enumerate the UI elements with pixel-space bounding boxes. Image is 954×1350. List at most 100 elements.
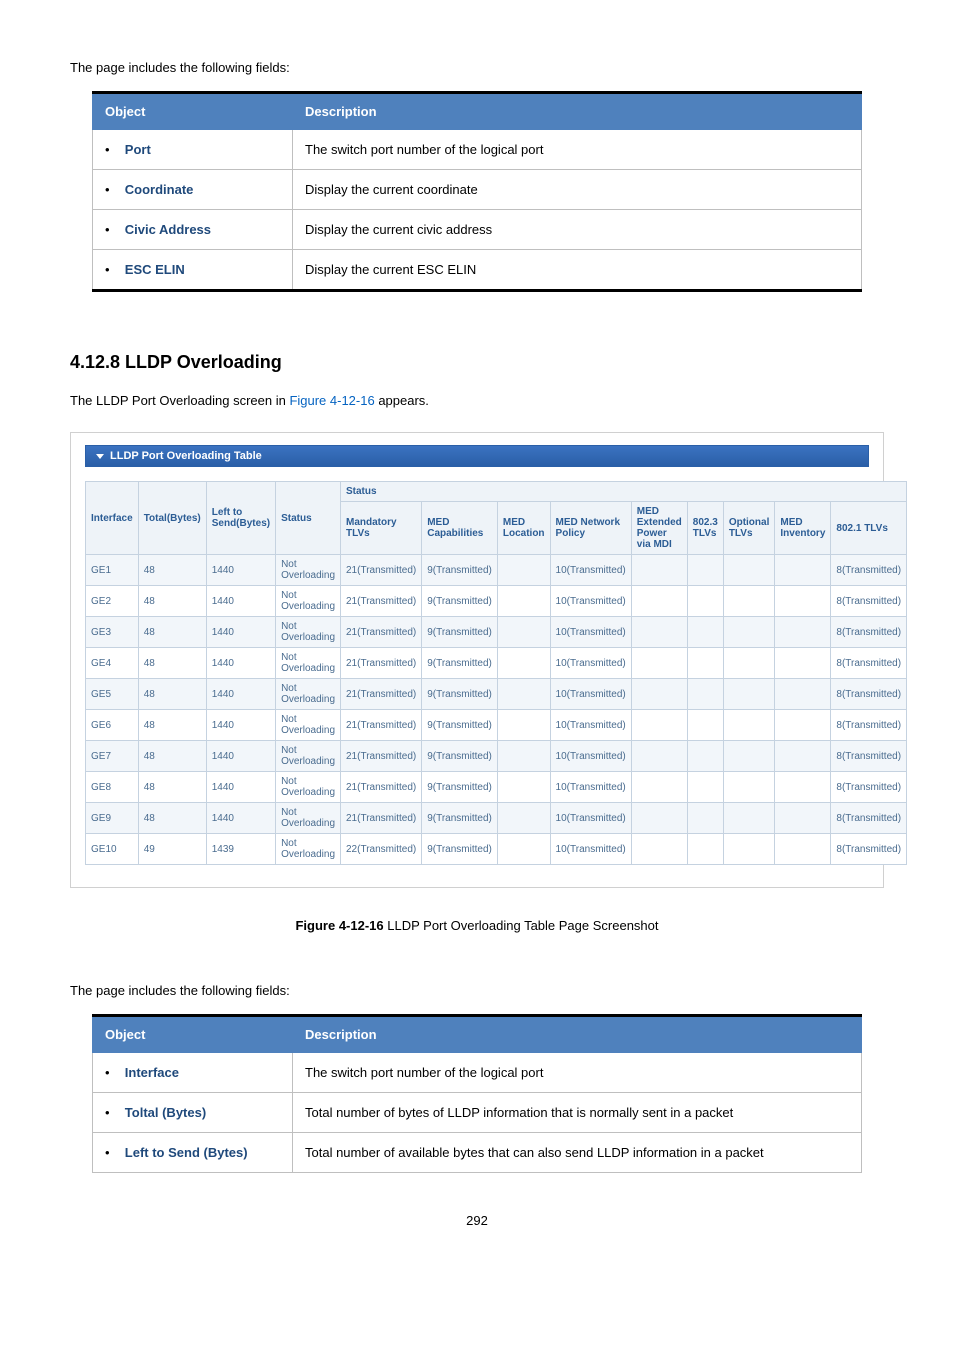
cell-t1: 8(Transmitted) — [831, 586, 907, 617]
cell-opt — [723, 710, 775, 741]
cell-iface: GE4 — [86, 648, 139, 679]
cell-man: 21(Transmitted) — [341, 772, 422, 803]
figure-caption: Figure 4-12-16 LLDP Port Overloading Tab… — [70, 918, 884, 933]
figure-link[interactable]: Figure 4-12-16 — [289, 393, 374, 408]
table-row: • InterfaceThe switch port number of the… — [93, 1053, 862, 1093]
cell-t1: 8(Transmitted) — [831, 617, 907, 648]
table-row: GE7481440Not Overloading21(Transmitted)9… — [86, 741, 907, 772]
table-row: GE6481440Not Overloading21(Transmitted)9… — [86, 710, 907, 741]
cell-t1: 8(Transmitted) — [831, 648, 907, 679]
cell-ext — [631, 586, 687, 617]
th-description-2: Description — [293, 1016, 862, 1053]
cell-t3 — [687, 710, 723, 741]
table-row: • PortThe switch port number of the logi… — [93, 130, 862, 170]
cell-iface: GE9 — [86, 803, 139, 834]
table-row: • ESC ELINDisplay the current ESC ELIN — [93, 250, 862, 291]
cell-inv — [775, 617, 831, 648]
object-cell: • Port — [93, 130, 293, 170]
cell-man: 21(Transmitted) — [341, 586, 422, 617]
cell-opt — [723, 555, 775, 586]
desc-cell: Display the current coordinate — [293, 170, 862, 210]
table-row: GE9481440Not Overloading21(Transmitted)9… — [86, 803, 907, 834]
cell-total: 48 — [138, 803, 206, 834]
cell-t3 — [687, 555, 723, 586]
cell-inv — [775, 586, 831, 617]
cell-loc — [497, 834, 550, 865]
cell-status: Not Overloading — [276, 772, 341, 803]
cell-total: 48 — [138, 772, 206, 803]
cell-net: 10(Transmitted) — [550, 834, 631, 865]
cell-loc — [497, 679, 550, 710]
cell-inv — [775, 834, 831, 865]
cell-ext — [631, 679, 687, 710]
cell-loc — [497, 741, 550, 772]
desc-cell: Display the current ESC ELIN — [293, 250, 862, 291]
cell-left: 1440 — [206, 710, 275, 741]
th-object: Object — [93, 93, 293, 130]
cell-total: 48 — [138, 710, 206, 741]
cell-total: 49 — [138, 834, 206, 865]
th-mandatory: Mandatory TLVs — [341, 502, 422, 555]
cell-man: 21(Transmitted) — [341, 617, 422, 648]
cell-status: Not Overloading — [276, 617, 341, 648]
desc-cell: The switch port number of the logical po… — [293, 130, 862, 170]
cell-status: Not Overloading — [276, 648, 341, 679]
object-cell: • Coordinate — [93, 170, 293, 210]
table-row: GE3481440Not Overloading21(Transmitted)9… — [86, 617, 907, 648]
cell-net: 10(Transmitted) — [550, 710, 631, 741]
th-medext: MED Extended Power via MDI — [631, 502, 687, 555]
cell-ext — [631, 710, 687, 741]
cell-total: 48 — [138, 617, 206, 648]
cell-inv — [775, 648, 831, 679]
th-interface: Interface — [86, 482, 139, 555]
cell-left: 1440 — [206, 648, 275, 679]
cell-cap: 9(Transmitted) — [422, 679, 498, 710]
cell-left: 1440 — [206, 555, 275, 586]
cell-ext — [631, 834, 687, 865]
th-status: Status — [276, 482, 341, 555]
cell-t1: 8(Transmitted) — [831, 741, 907, 772]
table-row: GE8481440Not Overloading21(Transmitted)9… — [86, 772, 907, 803]
panel-header[interactable]: LLDP Port Overloading Table — [85, 445, 869, 467]
cell-t3 — [687, 834, 723, 865]
object-cell: • Interface — [93, 1053, 293, 1093]
cell-net: 10(Transmitted) — [550, 741, 631, 772]
cell-net: 10(Transmitted) — [550, 803, 631, 834]
desc-cell: Total number of bytes of LLDP informatio… — [293, 1093, 862, 1133]
cell-total: 48 — [138, 555, 206, 586]
cell-iface: GE7 — [86, 741, 139, 772]
table-row: GE1481440Not Overloading21(Transmitted)9… — [86, 555, 907, 586]
cell-man: 21(Transmitted) — [341, 555, 422, 586]
th-optional: Optional TLVs — [723, 502, 775, 555]
object-cell: • Left to Send (Bytes) — [93, 1133, 293, 1173]
cell-left: 1440 — [206, 679, 275, 710]
cell-loc — [497, 803, 550, 834]
cell-net: 10(Transmitted) — [550, 772, 631, 803]
cell-left: 1439 — [206, 834, 275, 865]
cell-left: 1440 — [206, 803, 275, 834]
cell-inv — [775, 741, 831, 772]
table-row: GE5481440Not Overloading21(Transmitted)9… — [86, 679, 907, 710]
section-text-b: appears. — [375, 393, 429, 408]
panel-title: LLDP Port Overloading Table — [110, 450, 262, 462]
figure-number: Figure 4-12-16 — [295, 918, 383, 933]
cell-opt — [723, 741, 775, 772]
cell-cap: 9(Transmitted) — [422, 772, 498, 803]
cell-net: 10(Transmitted) — [550, 679, 631, 710]
cell-t3 — [687, 679, 723, 710]
section-paragraph: The LLDP Port Overloading screen in Figu… — [70, 393, 884, 408]
cell-left: 1440 — [206, 772, 275, 803]
cell-inv — [775, 772, 831, 803]
th-total: Total(Bytes) — [138, 482, 206, 555]
cell-opt — [723, 617, 775, 648]
cell-status: Not Overloading — [276, 555, 341, 586]
cell-net: 10(Transmitted) — [550, 555, 631, 586]
table-row: • Civic AddressDisplay the current civic… — [93, 210, 862, 250]
cell-t3 — [687, 586, 723, 617]
cell-iface: GE5 — [86, 679, 139, 710]
object-cell: • ESC ELIN — [93, 250, 293, 291]
cell-man: 21(Transmitted) — [341, 648, 422, 679]
cell-cap: 9(Transmitted) — [422, 648, 498, 679]
cell-iface: GE8 — [86, 772, 139, 803]
cell-ext — [631, 617, 687, 648]
